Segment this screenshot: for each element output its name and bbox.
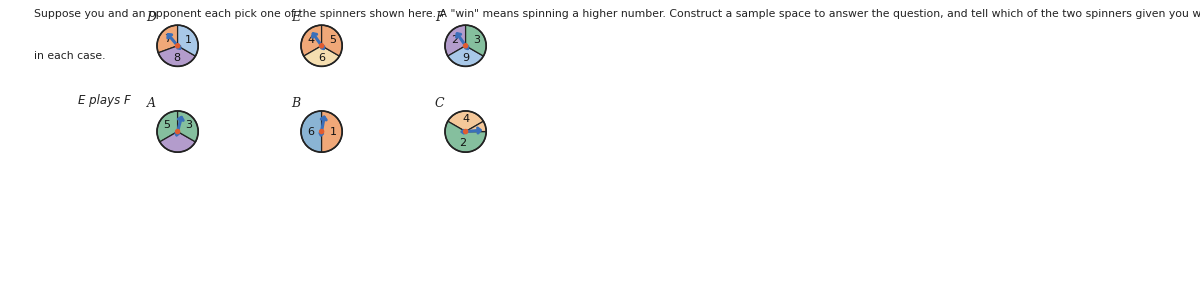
Wedge shape	[445, 25, 466, 56]
Text: 9: 9	[462, 53, 469, 63]
Wedge shape	[160, 132, 196, 152]
Circle shape	[319, 44, 324, 48]
Text: 1: 1	[330, 127, 336, 136]
Text: 8: 8	[173, 53, 180, 63]
Wedge shape	[301, 111, 322, 152]
Text: F: F	[436, 11, 444, 24]
Text: 5: 5	[163, 120, 170, 130]
Wedge shape	[158, 46, 196, 66]
Text: 4: 4	[307, 35, 314, 45]
Text: A: A	[146, 97, 156, 110]
Circle shape	[463, 44, 468, 48]
Text: 2: 2	[458, 138, 466, 148]
Wedge shape	[448, 46, 484, 66]
Wedge shape	[157, 111, 178, 142]
Text: E plays F: E plays F	[78, 94, 131, 107]
Wedge shape	[157, 25, 178, 53]
Text: 4: 4	[462, 114, 469, 124]
Text: 3: 3	[473, 35, 480, 45]
Text: E: E	[290, 11, 300, 24]
Wedge shape	[322, 111, 342, 152]
Text: 7: 7	[164, 34, 172, 44]
Text: 6: 6	[307, 127, 313, 136]
Wedge shape	[466, 121, 486, 132]
Wedge shape	[466, 25, 486, 56]
Wedge shape	[304, 46, 340, 66]
Wedge shape	[322, 25, 342, 56]
Circle shape	[175, 44, 180, 48]
Text: D: D	[146, 11, 156, 24]
Circle shape	[319, 130, 324, 134]
Wedge shape	[178, 111, 198, 142]
Text: 2: 2	[451, 35, 458, 45]
Text: C: C	[434, 97, 444, 110]
Text: 5: 5	[329, 35, 336, 45]
Text: 6: 6	[318, 53, 325, 63]
Text: 1: 1	[185, 35, 192, 45]
Wedge shape	[448, 111, 484, 132]
Circle shape	[175, 130, 180, 134]
Text: B: B	[290, 97, 300, 110]
Text: Suppose you and an opponent each pick one of the spinners shown here. A "win" me: Suppose you and an opponent each pick on…	[34, 9, 1200, 19]
Wedge shape	[178, 25, 198, 56]
Text: in each case.: in each case.	[34, 51, 106, 61]
Wedge shape	[445, 121, 486, 152]
Wedge shape	[301, 25, 322, 56]
Circle shape	[463, 130, 468, 134]
Text: 3: 3	[185, 120, 192, 130]
